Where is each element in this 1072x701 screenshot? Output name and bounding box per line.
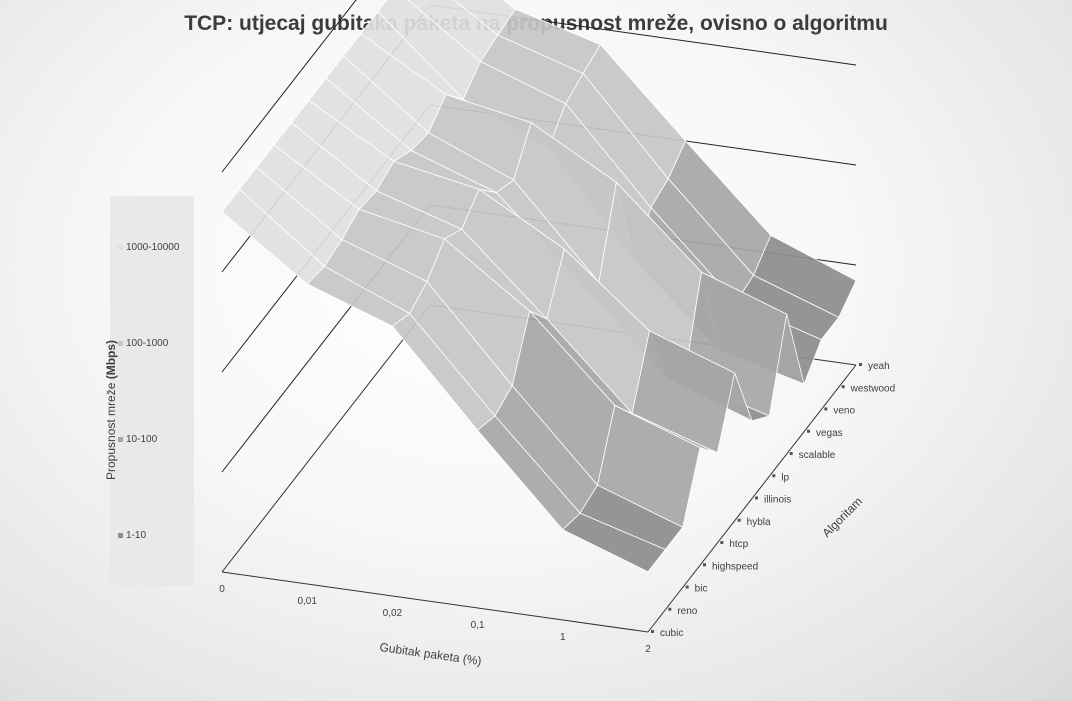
z-tick-label: htcp — [729, 539, 748, 550]
z-tick-label: illinois — [764, 495, 791, 506]
z-axis-title: Algoritam — [819, 494, 865, 540]
legend-item: 100-1000 — [118, 338, 168, 349]
legend: 1000-10000 100-1000 10-100 1-10 — [110, 196, 194, 586]
legend-item: 1-10 — [118, 530, 146, 541]
z-tick-mark — [685, 585, 689, 589]
gridline — [221, 0, 357, 173]
x-tick-label: 1 — [560, 632, 566, 643]
z-tick-mark — [720, 541, 724, 544]
z-tick-label: lp — [781, 472, 789, 483]
x-tick-label: 0,1 — [471, 620, 485, 631]
legend-swatch — [118, 436, 123, 442]
x-tick-label: 0 — [219, 584, 225, 595]
z-tick-mark — [772, 474, 776, 478]
legend-swatch — [118, 244, 123, 250]
legend-swatch — [118, 340, 123, 346]
legend-item: 1000-10000 — [118, 242, 179, 253]
z-tick-mark — [841, 385, 845, 389]
x-tick-label: 2 — [645, 644, 651, 655]
z-tick-mark — [703, 563, 706, 567]
z-tick-mark — [651, 630, 654, 633]
legend-label: 1000-10000 — [126, 242, 180, 253]
x-axis-line — [221, 571, 649, 633]
z-tick-mark — [824, 407, 828, 411]
legend-label: 100-1000 — [126, 338, 169, 349]
z-tick-label: westwood — [850, 383, 895, 394]
z-tick-mark — [807, 429, 810, 433]
z-tick-mark — [859, 363, 862, 366]
surface-patch — [562, 512, 666, 573]
legend-swatch — [118, 532, 123, 538]
z-tick-label: reno — [677, 606, 697, 617]
legend-item: 10-100 — [118, 434, 157, 445]
z-tick-label: hybla — [747, 517, 771, 528]
z-tick-label: highspeed — [712, 561, 758, 572]
y-axis-label: Propusnost mreže (Mbps) — [104, 339, 118, 480]
z-tick-mark — [737, 518, 741, 522]
z-tick-label: yeah — [868, 361, 890, 372]
z-tick-label: cubic — [660, 628, 683, 639]
x-axis-title: Gubitak paketa (%) — [379, 640, 483, 668]
legend-label: 1-10 — [126, 530, 147, 541]
z-tick-label: vegas — [816, 428, 843, 439]
z-tick-mark — [755, 496, 758, 500]
z-tick-mark — [668, 607, 672, 611]
z-tick-mark — [789, 452, 793, 455]
z-tick-label: bic — [695, 584, 708, 595]
x-tick-label: 0,01 — [297, 596, 317, 607]
z-tick-label: veno — [833, 406, 855, 417]
legend-label: 10-100 — [126, 434, 158, 445]
z-axis-line — [647, 364, 857, 633]
x-tick-label: 0,02 — [383, 608, 403, 619]
z-tick-label: scalable — [799, 450, 836, 461]
